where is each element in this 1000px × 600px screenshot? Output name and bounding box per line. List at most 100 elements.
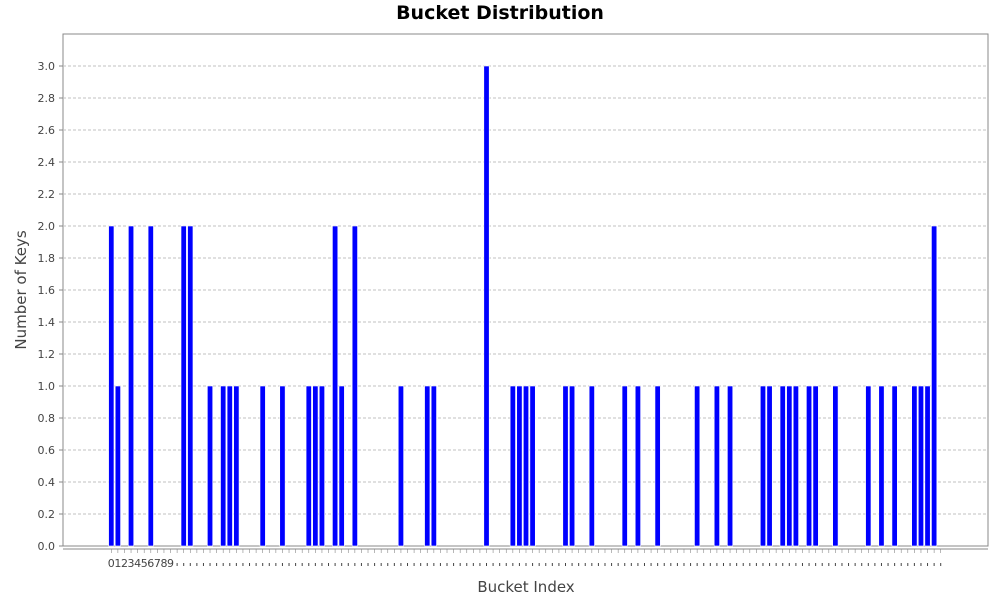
x-tick-label-truncated <box>624 563 626 566</box>
x-tick-label-truncated <box>486 563 488 566</box>
x-tick-label-truncated <box>466 563 468 566</box>
x-tick-label-truncated <box>690 563 692 566</box>
x-tick-label-truncated <box>663 563 665 566</box>
x-tick-label: 6 <box>147 557 154 570</box>
x-tick-label-truncated <box>183 563 185 566</box>
x-tick-label-truncated <box>255 563 257 566</box>
x-tick-label-truncated <box>308 563 310 566</box>
x-tick-label-truncated <box>328 563 330 566</box>
bar <box>207 385 214 547</box>
x-tick-label-truncated <box>716 563 718 566</box>
x-tick-label-truncated <box>545 563 547 566</box>
bar <box>588 385 595 547</box>
x-tick-label-truncated <box>459 563 461 566</box>
x-tick-label-truncated <box>933 563 935 566</box>
y-tick-label: 0.2 <box>38 508 56 521</box>
x-tick-label-truncated <box>597 563 599 566</box>
x-tick-label-truncated <box>499 563 501 566</box>
x-tick-label-truncated <box>439 563 441 566</box>
bar <box>529 385 536 547</box>
bar <box>259 385 266 547</box>
bar <box>891 385 898 547</box>
bar <box>397 385 404 547</box>
x-tick-label-truncated <box>571 563 573 566</box>
x-tick-label-truncated <box>841 563 843 566</box>
bar <box>917 385 924 547</box>
x-tick-label-truncated <box>696 563 698 566</box>
bar <box>509 385 516 547</box>
bar <box>786 385 793 547</box>
x-tick-label-truncated <box>920 563 922 566</box>
bar <box>911 385 918 547</box>
x-tick-label-truncated <box>374 563 376 566</box>
bar <box>832 385 839 547</box>
bar <box>318 385 325 547</box>
x-tick-label-truncated <box>637 563 639 566</box>
x-tick-label-truncated <box>604 563 606 566</box>
x-tick-label-truncated <box>584 563 586 566</box>
x-tick-label-truncated <box>749 563 751 566</box>
x-tick-label-truncated <box>736 563 738 566</box>
x-tick-label-truncated <box>202 563 204 566</box>
bar <box>516 385 523 547</box>
x-tick-label-truncated <box>433 563 435 566</box>
x-tick-label-truncated <box>176 563 178 566</box>
x-tick-label-truncated <box>268 563 270 566</box>
x-tick-label-truncated <box>867 563 869 566</box>
x-tick-label-truncated <box>861 563 863 566</box>
bar <box>483 65 490 547</box>
x-tick-label-truncated <box>650 563 652 566</box>
x-tick-label-truncated <box>242 563 244 566</box>
x-tick-label: 1 <box>114 557 121 570</box>
y-axis-label: Number of Keys <box>12 230 30 349</box>
x-tick-label-truncated <box>643 563 645 566</box>
x-tick-label-truncated <box>676 563 678 566</box>
bar <box>312 385 319 547</box>
bar <box>187 225 194 547</box>
x-tick-label-truncated <box>828 563 830 566</box>
x-tick-label: 3 <box>128 557 135 570</box>
bar <box>305 385 312 547</box>
bar <box>338 385 345 547</box>
x-tick-label-truncated <box>657 563 659 566</box>
x-tick-label: 4 <box>134 557 141 570</box>
x-tick-label-truncated <box>538 563 540 566</box>
bar <box>279 385 286 547</box>
x-tick-label-truncated <box>400 563 402 566</box>
x-tick-label-truncated <box>900 563 902 566</box>
y-tick-label: 1.4 <box>38 316 56 329</box>
x-tick-label-truncated <box>301 563 303 566</box>
bar <box>220 385 227 547</box>
x-tick-label-truncated <box>762 563 764 566</box>
x-axis-label: Bucket Index <box>477 578 574 596</box>
x-tick-label-truncated <box>940 563 942 566</box>
x-tick-label-truncated <box>413 563 415 566</box>
bar <box>806 385 813 547</box>
x-tick-label-truncated <box>347 563 349 566</box>
x-tick-label-truncated <box>788 563 790 566</box>
x-tick-label-truncated <box>894 563 896 566</box>
bar <box>694 385 701 547</box>
bar <box>621 385 628 547</box>
bar <box>792 385 799 547</box>
bar <box>878 385 885 547</box>
x-tick-label: 7 <box>154 557 161 570</box>
y-tick-label: 2.6 <box>38 124 56 137</box>
x-tick-label-truncated <box>525 563 527 566</box>
x-tick-label-truncated <box>564 563 566 566</box>
x-tick-label-truncated <box>611 563 613 566</box>
x-tick-label-truncated <box>927 563 929 566</box>
x-tick-label-truncated <box>453 563 455 566</box>
bar <box>569 385 576 547</box>
x-tick-label: 5 <box>141 557 148 570</box>
x-tick-label-truncated <box>683 563 685 566</box>
bar <box>424 385 431 547</box>
x-tick-label-truncated <box>775 563 777 566</box>
x-tick-label-truncated <box>591 563 593 566</box>
x-tick-label-truncated <box>821 563 823 566</box>
x-tick-label-truncated <box>505 563 507 566</box>
x-tick-label-truncated <box>262 563 264 566</box>
x-tick-label-truncated <box>407 563 409 566</box>
x-tick-label-truncated <box>360 563 362 566</box>
